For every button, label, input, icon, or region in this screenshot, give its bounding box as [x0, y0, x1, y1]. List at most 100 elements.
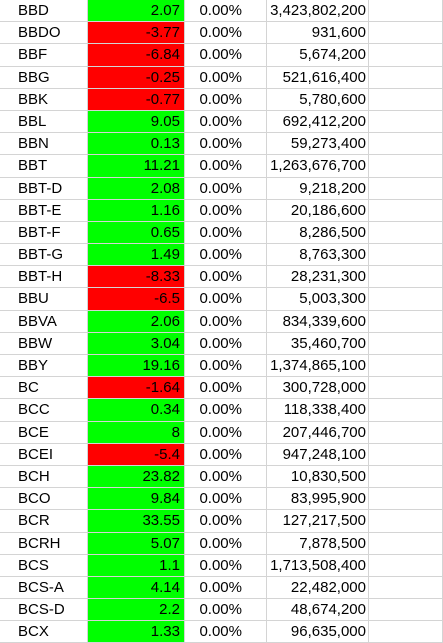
percent-cell[interactable]: 0.00%	[185, 133, 267, 156]
percent-cell[interactable]: 0.00%	[185, 532, 267, 555]
volume-cell[interactable]: 7,878,500	[267, 532, 369, 555]
empty-cell[interactable]	[369, 599, 443, 622]
percent-cell[interactable]: 0.00%	[185, 22, 267, 45]
change-cell[interactable]: 8	[88, 421, 185, 444]
ticker-cell[interactable]: BBT-F	[0, 221, 88, 245]
change-cell[interactable]: 11.21	[88, 155, 185, 178]
change-cell[interactable]: 5.07	[88, 532, 185, 555]
percent-cell[interactable]: 0.00%	[185, 599, 267, 622]
empty-cell[interactable]	[369, 110, 443, 134]
volume-cell[interactable]: 28,231,300	[267, 266, 369, 289]
volume-cell[interactable]: 1,713,508,400	[267, 554, 369, 577]
volume-cell[interactable]: 127,217,500	[267, 510, 369, 533]
empty-cell[interactable]	[369, 22, 443, 45]
empty-cell[interactable]	[369, 332, 443, 355]
volume-cell[interactable]: 521,616,400	[267, 66, 369, 89]
volume-cell[interactable]: 8,286,500	[267, 221, 369, 245]
ticker-cell[interactable]: BBT-G	[0, 244, 88, 267]
ticker-cell[interactable]: BCH	[0, 465, 88, 489]
percent-cell[interactable]: 0.00%	[185, 421, 267, 444]
percent-cell[interactable]: 0.00%	[185, 155, 267, 178]
change-cell[interactable]: 2.07	[88, 0, 185, 23]
ticker-cell[interactable]: BCEI	[0, 443, 88, 466]
empty-cell[interactable]	[369, 0, 443, 23]
percent-cell[interactable]: 0.00%	[185, 510, 267, 533]
volume-cell[interactable]: 5,780,600	[267, 88, 369, 111]
percent-cell[interactable]: 0.00%	[185, 465, 267, 489]
percent-cell[interactable]: 0.00%	[185, 244, 267, 267]
change-cell[interactable]: -3.77	[88, 22, 185, 45]
percent-cell[interactable]: 0.00%	[185, 355, 267, 378]
change-cell[interactable]: -6.5	[88, 288, 185, 311]
change-cell[interactable]: 1.16	[88, 199, 185, 222]
volume-cell[interactable]: 8,763,300	[267, 244, 369, 267]
empty-cell[interactable]	[369, 177, 443, 200]
empty-cell[interactable]	[369, 88, 443, 111]
ticker-cell[interactable]: BBL	[0, 110, 88, 134]
volume-cell[interactable]: 3,423,802,200	[267, 0, 369, 23]
volume-cell[interactable]: 118,338,400	[267, 399, 369, 422]
change-cell[interactable]: 0.34	[88, 399, 185, 422]
ticker-cell[interactable]: BCRH	[0, 532, 88, 555]
percent-cell[interactable]: 0.00%	[185, 288, 267, 311]
empty-cell[interactable]	[369, 399, 443, 422]
change-cell[interactable]: 19.16	[88, 355, 185, 378]
percent-cell[interactable]: 0.00%	[185, 554, 267, 577]
ticker-cell[interactable]: BBVA	[0, 310, 88, 333]
percent-cell[interactable]: 0.00%	[185, 199, 267, 222]
change-cell[interactable]: 23.82	[88, 465, 185, 489]
ticker-cell[interactable]: BCE	[0, 421, 88, 444]
ticker-cell[interactable]: BBT-H	[0, 266, 88, 289]
change-cell[interactable]: 2.08	[88, 177, 185, 200]
empty-cell[interactable]	[369, 133, 443, 156]
empty-cell[interactable]	[369, 576, 443, 600]
change-cell[interactable]: -6.84	[88, 44, 185, 67]
percent-cell[interactable]: 0.00%	[185, 110, 267, 134]
volume-cell[interactable]: 931,600	[267, 22, 369, 45]
empty-cell[interactable]	[369, 443, 443, 466]
change-cell[interactable]: -0.25	[88, 66, 185, 89]
volume-cell[interactable]: 692,412,200	[267, 110, 369, 134]
volume-cell[interactable]: 834,339,600	[267, 310, 369, 333]
volume-cell[interactable]: 1,374,865,100	[267, 355, 369, 378]
empty-cell[interactable]	[369, 266, 443, 289]
change-cell[interactable]: 9.84	[88, 488, 185, 511]
change-cell[interactable]: 3.04	[88, 332, 185, 355]
volume-cell[interactable]: 20,186,600	[267, 199, 369, 222]
empty-cell[interactable]	[369, 66, 443, 89]
ticker-cell[interactable]: BCS	[0, 554, 88, 577]
volume-cell[interactable]: 35,460,700	[267, 332, 369, 355]
change-cell[interactable]: -5.4	[88, 443, 185, 466]
change-cell[interactable]: 33.55	[88, 510, 185, 533]
volume-cell[interactable]: 207,446,700	[267, 421, 369, 444]
empty-cell[interactable]	[369, 488, 443, 511]
ticker-cell[interactable]: BBW	[0, 332, 88, 355]
percent-cell[interactable]: 0.00%	[185, 0, 267, 23]
percent-cell[interactable]: 0.00%	[185, 310, 267, 333]
volume-cell[interactable]: 10,830,500	[267, 465, 369, 489]
change-cell[interactable]: 9.05	[88, 110, 185, 134]
volume-cell[interactable]: 48,674,200	[267, 599, 369, 622]
volume-cell[interactable]: 1,263,676,700	[267, 155, 369, 178]
ticker-cell[interactable]: BCO	[0, 488, 88, 511]
volume-cell[interactable]: 300,728,000	[267, 377, 369, 400]
change-cell[interactable]: 4.14	[88, 576, 185, 600]
ticker-cell[interactable]: BBT-D	[0, 177, 88, 200]
volume-cell[interactable]: 59,273,400	[267, 133, 369, 156]
empty-cell[interactable]	[369, 532, 443, 555]
percent-cell[interactable]: 0.00%	[185, 332, 267, 355]
volume-cell[interactable]: 22,482,000	[267, 576, 369, 600]
ticker-cell[interactable]: BCC	[0, 399, 88, 422]
volume-cell[interactable]: 83,995,900	[267, 488, 369, 511]
empty-cell[interactable]	[369, 377, 443, 400]
empty-cell[interactable]	[369, 44, 443, 67]
percent-cell[interactable]: 0.00%	[185, 66, 267, 89]
volume-cell[interactable]: 947,248,100	[267, 443, 369, 466]
ticker-cell[interactable]: BBU	[0, 288, 88, 311]
ticker-cell[interactable]: BCS-D	[0, 599, 88, 622]
empty-cell[interactable]	[369, 155, 443, 178]
empty-cell[interactable]	[369, 244, 443, 267]
empty-cell[interactable]	[369, 510, 443, 533]
percent-cell[interactable]: 0.00%	[185, 377, 267, 400]
ticker-cell[interactable]: BBY	[0, 355, 88, 378]
